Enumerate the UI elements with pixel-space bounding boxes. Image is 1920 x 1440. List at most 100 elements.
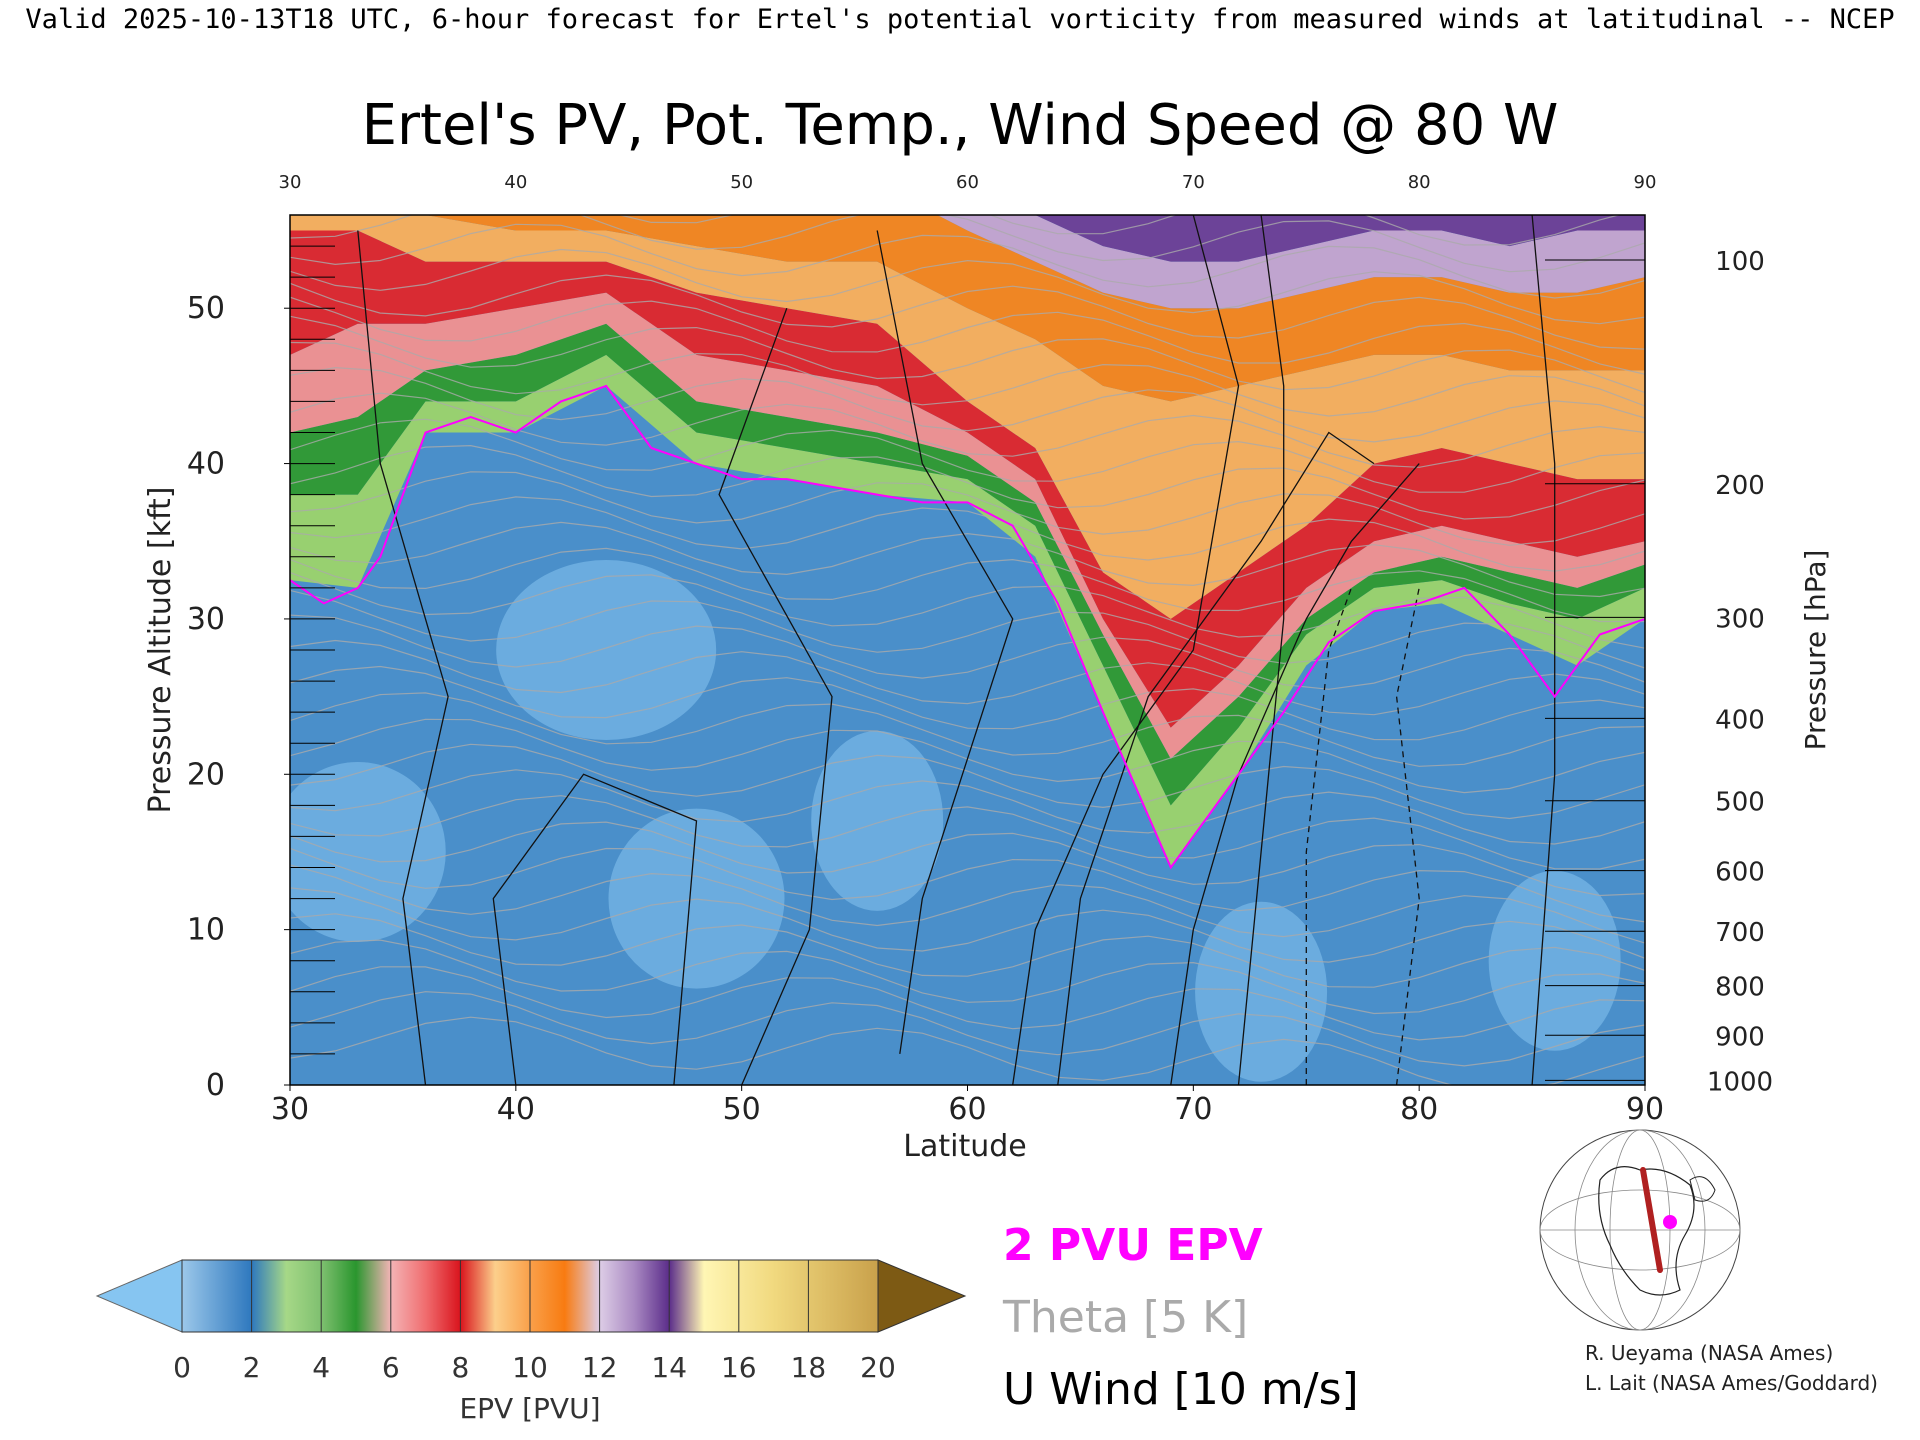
colorbar-low-arrow (95, 1259, 183, 1333)
legend-uwind: U Wind [10 m/s] (1003, 1364, 1359, 1415)
x-tick-label-top: 90 (1634, 172, 1657, 193)
theta-line (290, 296, 1645, 375)
pressure-tick-label: 500 (1715, 788, 1765, 818)
y-tick-label: 20 (187, 757, 225, 792)
theta-line (290, 966, 1645, 1041)
theta-line (290, 795, 1645, 870)
theta-line (290, 418, 1645, 493)
pv-bands (290, 215, 1645, 1082)
y-tick-label: 0 (206, 1068, 225, 1103)
pv-band (290, 292, 1645, 759)
colorbar-tick-label: 16 (721, 1351, 757, 1384)
y-tick-label: 30 (187, 602, 225, 637)
pressure-tick-label: 400 (1715, 705, 1765, 735)
credit-1: R. Ueyama (NASA Ames) (1585, 1341, 1833, 1365)
pressure-tick-label: 300 (1715, 604, 1765, 634)
theta-line (290, 444, 1645, 520)
colorbar-tick-label: 0 (173, 1351, 191, 1384)
x-axis-label: Latitude (903, 1129, 1026, 1164)
colorbar-tick-label: 6 (382, 1351, 400, 1384)
y-tick-label: 10 (187, 913, 225, 948)
pressure-tick-label: 800 (1715, 973, 1765, 1003)
y2-axis-label: Pressure [hPa] (1799, 550, 1832, 751)
theta-line (290, 215, 1645, 273)
y-tick-label: 40 (187, 447, 225, 482)
colorbar-high-arrow (877, 1259, 967, 1333)
theta-line (290, 248, 1645, 325)
u-wind-line (1012, 215, 1240, 1085)
u-wind-line (357, 230, 449, 1085)
x-tick-label-top: 60 (956, 172, 979, 193)
pressure-tick-label: 900 (1715, 1022, 1765, 1052)
pv-patch (1488, 870, 1621, 1051)
u-wind-line (718, 307, 833, 1085)
x-tick-label: 40 (497, 1092, 535, 1127)
x-tick-label: 30 (271, 1092, 309, 1127)
chart-title: Ertel's PV, Pot. Temp., Wind Speed @ 80 … (362, 93, 1559, 158)
theta-line (290, 223, 1645, 299)
theta-line (290, 887, 1645, 963)
y-axis-label: Pressure Altitude [kft] (143, 487, 178, 814)
theta-line (290, 847, 1645, 923)
theta-line (290, 521, 1645, 598)
pressure-tick-label: 600 (1715, 858, 1765, 888)
theta-line (290, 991, 1645, 1067)
colorbar-label: EPV [PVU] (459, 1392, 600, 1425)
theta-line (290, 821, 1645, 897)
pv-patch (496, 560, 717, 740)
theta-line (290, 341, 1645, 417)
theta-line (290, 913, 1645, 988)
theta-line (290, 1016, 1645, 1085)
pv-band (290, 230, 1645, 728)
pv-band (290, 354, 1645, 868)
inset-map (1539, 1129, 1741, 1331)
colorbar-dividers (251, 1260, 809, 1332)
x-tick-label: 80 (1400, 1092, 1438, 1127)
pv-patch (1195, 901, 1328, 1082)
colorbar-tick-label: 20 (860, 1351, 896, 1384)
pressure-tick-label: 1000 (1707, 1067, 1773, 1097)
colorbar-tick-label: 8 (451, 1351, 469, 1384)
u-wind-line (1237, 215, 1285, 1085)
colorbar-tick-label: 12 (582, 1351, 618, 1384)
theta-line (290, 589, 1645, 669)
theta-line (290, 547, 1645, 623)
x-tick-label-top: 80 (1408, 172, 1431, 193)
u-wind-negative-line (1395, 587, 1420, 1085)
pv-band (425, 215, 1645, 402)
u-wind-line (492, 773, 698, 1085)
theta-line (290, 864, 1645, 944)
theta-line (290, 572, 1645, 649)
plot-area (290, 215, 1645, 1085)
u-wind-line (1057, 431, 1375, 1085)
theta-line (617, 215, 1621, 246)
x-tick-label: 50 (723, 1092, 761, 1127)
u-wind-line (876, 230, 1014, 1054)
pv-band (937, 215, 1645, 309)
theta-line (290, 769, 1645, 845)
u-wind-line (1531, 215, 1556, 1085)
x-tick-label: 60 (948, 1092, 986, 1127)
theta-line (290, 274, 1645, 350)
theta-line (290, 496, 1645, 572)
pressure-tick-label: 200 (1715, 471, 1765, 501)
y-tick-label: 50 (187, 291, 225, 326)
pv-band (1035, 215, 1645, 262)
u-wind-negative-line (1305, 587, 1353, 1085)
pressure-tick-label: 100 (1715, 247, 1765, 277)
transect-line (1640, 1167, 1663, 1273)
colorbar-tick-label: 2 (243, 1351, 261, 1384)
y-ticks: 0 10 20 30 40 50 (187, 245, 335, 1103)
x-tick-label-top: 30 (279, 172, 302, 193)
theta-line (290, 614, 1645, 690)
x-tick-label: 90 (1626, 1092, 1664, 1127)
u-wind-contours (357, 215, 1556, 1085)
pressure-ticks: 100 200 300 400 500 600 700 800 900 1000 (1545, 247, 1773, 1097)
x-ticks: 30 30 40 40 50 50 60 60 70 70 80 80 90 90 (271, 172, 1664, 1127)
theta-line (290, 366, 1645, 443)
theta-line (290, 939, 1645, 1015)
theta-line (290, 315, 1645, 394)
colorbar-tick-label: 18 (791, 1351, 827, 1384)
x-tick-label: 70 (1174, 1092, 1212, 1127)
